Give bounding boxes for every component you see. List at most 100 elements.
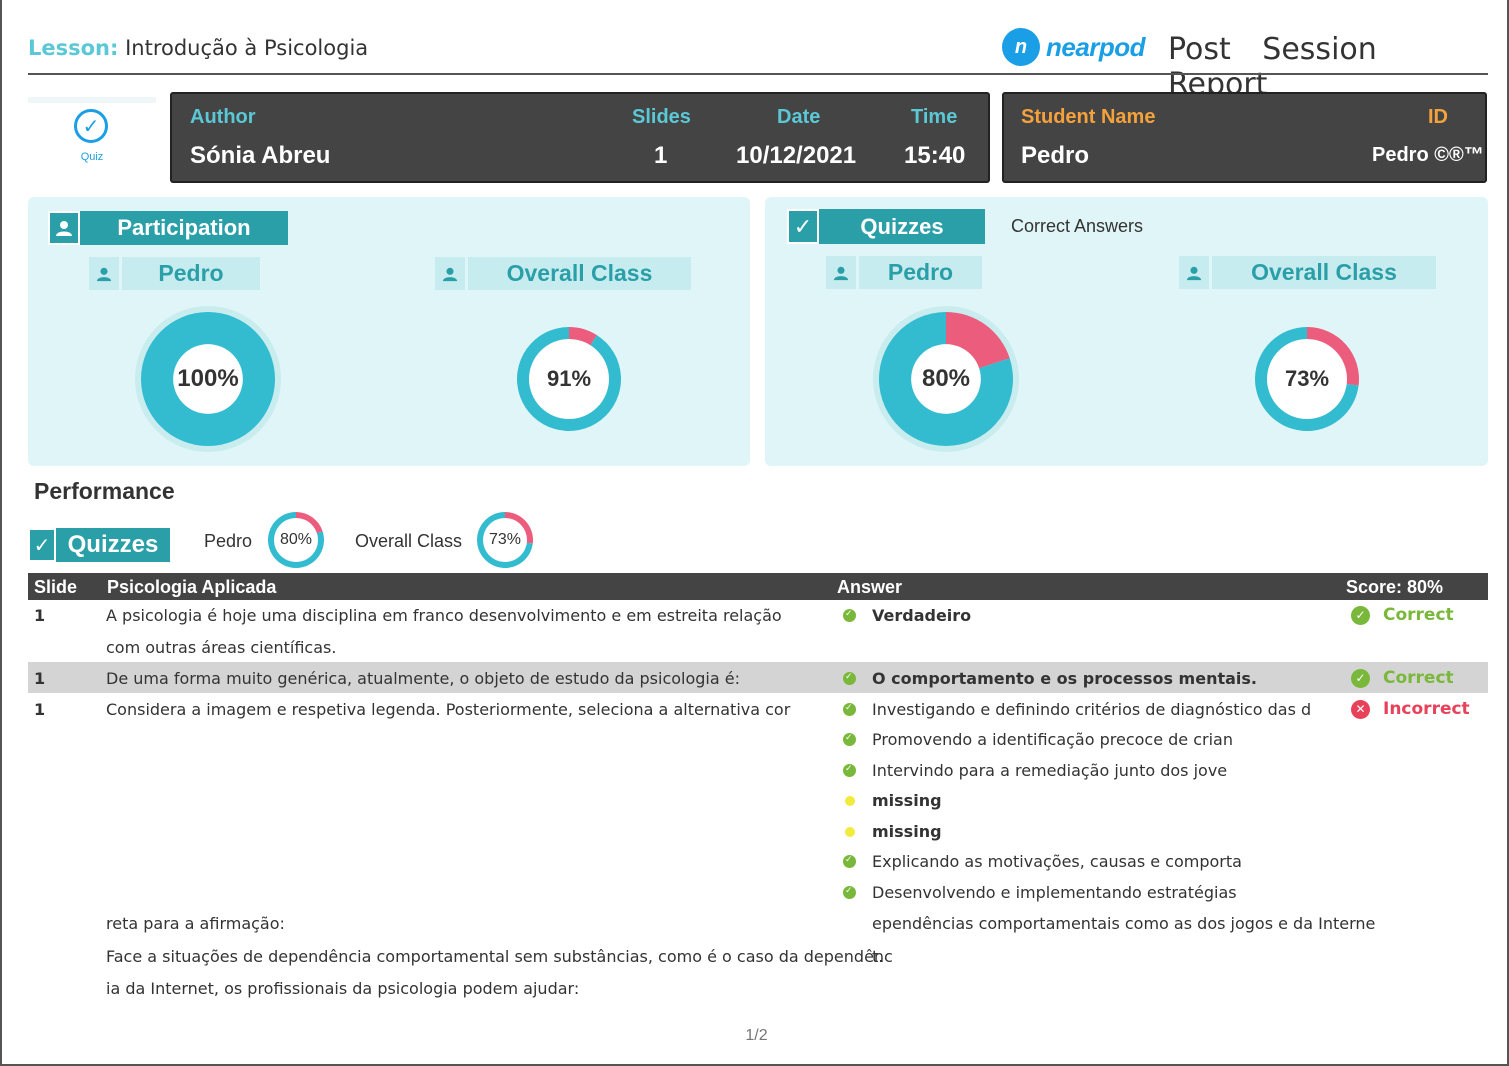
quizzes-class-label: Overall Class [1212, 256, 1436, 289]
student-id-label: ID [1428, 106, 1448, 128]
table-row-question: De uma forma muito genérica, atualmente,… [106, 669, 740, 688]
performance-student-label: Pedro [204, 531, 253, 551]
col-question: Psicologia Aplicada [107, 577, 277, 597]
quizzes-class-value: 73% [1284, 366, 1330, 391]
donut-hole [483, 518, 527, 562]
participation-class-label: Overall Class [468, 257, 691, 290]
participation-tag: Participation [48, 211, 288, 245]
lesson-heading: Lesson: Introdução à Psicologia [28, 36, 368, 60]
nearpod-wordmark: nearpod [1046, 31, 1146, 62]
correct-answer-dot-icon [843, 671, 856, 685]
page-number: 1/2 [745, 1027, 768, 1044]
donut-hole [274, 518, 318, 562]
answer-option: missing [872, 791, 942, 810]
answer-option: Promovendo a identificação precoce de cr… [872, 730, 1233, 749]
author-label: Author [190, 106, 256, 128]
participation-class-value: 91% [546, 366, 592, 391]
correct-answer-dot-icon [843, 732, 856, 746]
performance-class-label: Overall Class [355, 531, 463, 551]
answer-text: Verdadeiro [872, 606, 972, 625]
correct-answers-label: Correct Answers [1011, 216, 1144, 236]
lesson-title: Introdução à Psicologia [125, 36, 369, 60]
correct-answer-dot-icon [843, 702, 856, 716]
answer-option: Intervindo para a remediação junto dos j… [872, 761, 1228, 780]
correct-answer-dot-icon [843, 763, 856, 777]
slides-label: Slides [632, 106, 691, 128]
participation-student-label: Pedro [122, 257, 260, 290]
missing-answer-dot-icon [845, 796, 855, 806]
participation-title: Participation [80, 211, 288, 245]
missing-answer-dot-icon [845, 827, 855, 837]
performance-class-donut: 73% [477, 512, 533, 568]
quizzes-title: Quizzes [819, 209, 985, 244]
time-label: Time [911, 106, 958, 128]
correct-answer-dot-icon [843, 854, 856, 868]
check-icon: ✓ [28, 528, 56, 562]
user-icon [826, 256, 856, 289]
status-badge: ✓ Correct [1351, 605, 1454, 625]
student-name: Pedro [1021, 142, 1090, 169]
table-row-question: com outras áreas científicas. [106, 638, 337, 657]
col-slide: Slide [34, 577, 78, 597]
nearpod-logo: n nearpod [1002, 28, 1146, 66]
answer-option: Investigando e definindo critérios de di… [872, 700, 1312, 719]
table-row-slide: 1 [34, 669, 46, 688]
col-answer: Answer [837, 577, 903, 597]
table-row-question: A psicologia é hoje uma disciplina em fr… [106, 606, 782, 625]
session-info-box: Author Sónia Abreu Slides 1 Date 10/12/2… [170, 92, 990, 183]
performance-student-value: 80% [279, 531, 313, 548]
quizzes-panel: ✓ Quizzes Correct Answers Pedro Overall … [765, 197, 1488, 466]
answer-continuation: ependências comportamentais como as dos … [872, 914, 1376, 933]
table-row-question: ia da Internet, os profissionais da psic… [106, 979, 580, 998]
session-time: 15:40 [904, 142, 966, 169]
quizzes-student-label: Pedro [859, 256, 982, 289]
quizzes-student-tag: Pedro [826, 256, 982, 289]
performance-quizzes-tag: ✓ Quizzes [28, 528, 170, 562]
student-name-label: Student Name [1021, 106, 1156, 128]
donut-hole [173, 344, 243, 414]
performance-quizzes-label: Quizzes [56, 528, 170, 562]
answer-text: O comportamento e os processos mentais. [872, 669, 1257, 688]
student-id: Pedro ©®™ [1372, 144, 1484, 166]
participation-class-donut: 91% [517, 327, 621, 431]
table-row-question: Considera a imagem e respetiva legenda. … [106, 700, 791, 719]
header-divider [28, 73, 1488, 75]
participation-panel: Participation Pedro Overall Class 100% 9… [28, 197, 750, 466]
participation-class-tag: Overall Class [435, 257, 691, 290]
quizzes-student-donut: 80% [873, 306, 1019, 452]
slides-count: 1 [654, 142, 668, 169]
quiz-thumbnail: ✓ Quiz [28, 97, 156, 177]
x-circle-icon: ✕ [1351, 699, 1370, 719]
check-icon: ✓ [787, 209, 819, 244]
participation-student-value: 100% [177, 365, 239, 392]
check-circle-icon: ✓ [1351, 668, 1370, 688]
user-icon [435, 257, 465, 290]
results-table-header: Slide Psicologia Aplicada Answer Score: … [28, 573, 1488, 600]
author-name: Sónia Abreu [190, 142, 331, 169]
status-badge: ✕ Incorrect [1351, 699, 1470, 719]
user-icon [48, 211, 80, 245]
donut-hole [911, 344, 981, 414]
thumbnail-label: Quiz [80, 151, 104, 163]
student-info-box: Student Name Pedro ID Pedro ©®™ [1002, 92, 1487, 183]
table-row-slide: 1 [34, 700, 46, 719]
table-row-question: Face a situações de dependência comporta… [106, 947, 893, 966]
performance-class-value: 73% [488, 531, 522, 548]
session-date: 10/12/2021 [736, 142, 857, 169]
answer-option: Desenvolvendo e implementando estratégia… [872, 883, 1237, 902]
nearpod-logo-icon: n [1002, 28, 1040, 66]
correct-answer-dot-icon [843, 608, 856, 622]
user-icon [1179, 256, 1209, 289]
quizzes-class-donut: 73% [1255, 327, 1359, 431]
col-score: Score: 80% [1346, 577, 1444, 597]
quizzes-student-value: 80% [921, 365, 971, 392]
status-badge: ✓ Correct [1351, 668, 1454, 688]
donut-hole [529, 339, 609, 419]
answer-option: missing [872, 822, 942, 841]
check-circle-icon: ✓ [74, 109, 108, 143]
quizzes-tag: ✓ Quizzes [787, 209, 985, 244]
table-row-question: reta para a afirmação: [106, 914, 285, 933]
user-icon [89, 257, 119, 290]
participation-student-tag: Pedro [89, 257, 260, 290]
